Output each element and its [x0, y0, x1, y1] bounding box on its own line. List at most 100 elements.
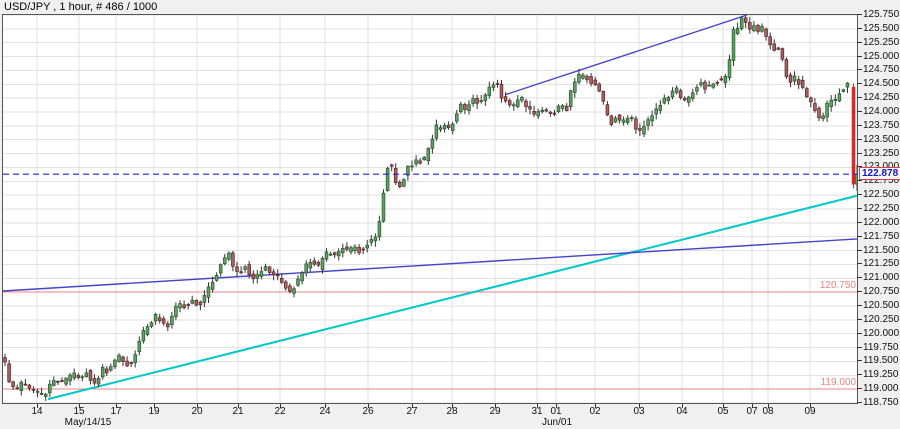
price-tick-label: 119.750: [856, 341, 899, 353]
candle-body: [292, 288, 296, 294]
upper-resistance-trendline-blue[interactable]: [504, 15, 748, 96]
price-tick-label: 123.750: [856, 119, 900, 131]
candle-body: [837, 93, 842, 102]
candle-body: [15, 387, 19, 390]
price-tick-label: 121.750: [856, 230, 900, 242]
candle-body: [593, 79, 597, 85]
candle-body: [361, 248, 365, 251]
candle-body: [88, 369, 93, 381]
candle-body: [739, 17, 744, 29]
time-tick-mark: [495, 404, 496, 408]
candle-body: [141, 330, 146, 342]
candle-body: [621, 119, 626, 123]
candle-body: [438, 127, 443, 130]
price-tick-label: 120.000: [856, 327, 900, 339]
candle-body: [788, 74, 793, 83]
candle-body: [410, 165, 414, 168]
candle-body: [855, 173, 857, 185]
price-tick-label: 119.500: [856, 355, 899, 367]
candle-body: [691, 92, 695, 99]
candle-body: [92, 378, 97, 384]
time-tick-mark: [37, 404, 38, 408]
candle-body: [406, 165, 410, 176]
candle-body: [393, 167, 398, 183]
time-tick-mark: [723, 404, 724, 408]
time-tick-label: 27: [406, 406, 418, 417]
time-tick-label: 14: [31, 406, 43, 417]
candle-body: [568, 90, 573, 108]
candle-body: [231, 252, 235, 267]
candle-body: [699, 82, 703, 86]
price-tick-label: 124.250: [856, 92, 900, 104]
time-tick-label: 31: [531, 406, 543, 417]
candle-body: [776, 47, 781, 50]
candle-body: [52, 380, 56, 386]
candle-body: [756, 25, 760, 32]
time-tick-mark: [452, 404, 453, 408]
time-tick-label: 29: [489, 406, 501, 417]
candle-body: [601, 90, 606, 102]
time-tick-mark: [810, 404, 811, 408]
candle-body: [267, 266, 272, 273]
candle-body: [104, 368, 109, 374]
candle-body: [296, 278, 300, 286]
time-tick-mark: [197, 404, 198, 408]
candle-body: [100, 366, 105, 378]
price-tick-label: 124.750: [856, 64, 900, 76]
price-tick-label: 120.250: [856, 313, 900, 325]
candle-body: [178, 303, 182, 309]
candle-body: [328, 253, 333, 256]
price-tick-label: 125.000: [856, 50, 900, 62]
candle-body: [764, 28, 768, 37]
candle-body: [174, 305, 178, 318]
candle-body: [271, 271, 276, 276]
candle-body: [528, 106, 532, 110]
candle-body: [524, 100, 528, 108]
candle-body: [715, 81, 720, 84]
candle-body: [516, 99, 520, 107]
candle-body: [796, 79, 801, 85]
candle-body: [96, 378, 101, 385]
candle-body: [752, 25, 756, 31]
lower-channel-trendline-blue[interactable]: [3, 238, 857, 292]
candle-body: [7, 363, 11, 383]
candle-body: [585, 75, 589, 81]
price-tick-label: 118.750: [856, 397, 899, 408]
candle-body: [577, 74, 581, 83]
chart-plot-area[interactable]: [2, 14, 858, 404]
candle-body: [202, 295, 207, 303]
support-trendline-cyan[interactable]: [47, 194, 857, 401]
candle-body: [748, 22, 752, 30]
time-tick-label: 15: [73, 406, 85, 417]
candlestick-chart-canvas[interactable]: [3, 15, 857, 403]
candle-body: [84, 372, 89, 378]
price-tick-label: 121.250: [856, 258, 900, 270]
candle-body: [495, 83, 500, 85]
candle-body: [210, 281, 215, 290]
candle-body: [544, 109, 549, 112]
time-tick-label: 21: [232, 406, 244, 417]
candle-body: [161, 318, 166, 324]
candle-body: [19, 381, 24, 391]
candle-body: [573, 81, 577, 93]
candle-body: [27, 384, 32, 389]
candle-body: [239, 271, 243, 274]
candle-body: [353, 246, 357, 251]
candle-body: [434, 124, 439, 139]
candle-body: [35, 390, 40, 393]
time-tick-mark: [325, 404, 326, 408]
candle-body: [39, 392, 44, 395]
candle-body: [597, 83, 601, 92]
candle-body: [430, 138, 435, 149]
candle-body: [243, 266, 247, 270]
candle-body: [821, 115, 825, 120]
candle-body: [275, 274, 280, 277]
candle-body: [731, 29, 736, 61]
candle-body: [324, 251, 329, 260]
candle-body: [532, 111, 536, 115]
candle-body: [625, 117, 630, 123]
time-tick-mark: [368, 404, 369, 408]
candle-body: [418, 160, 422, 164]
candle-body: [129, 362, 133, 364]
